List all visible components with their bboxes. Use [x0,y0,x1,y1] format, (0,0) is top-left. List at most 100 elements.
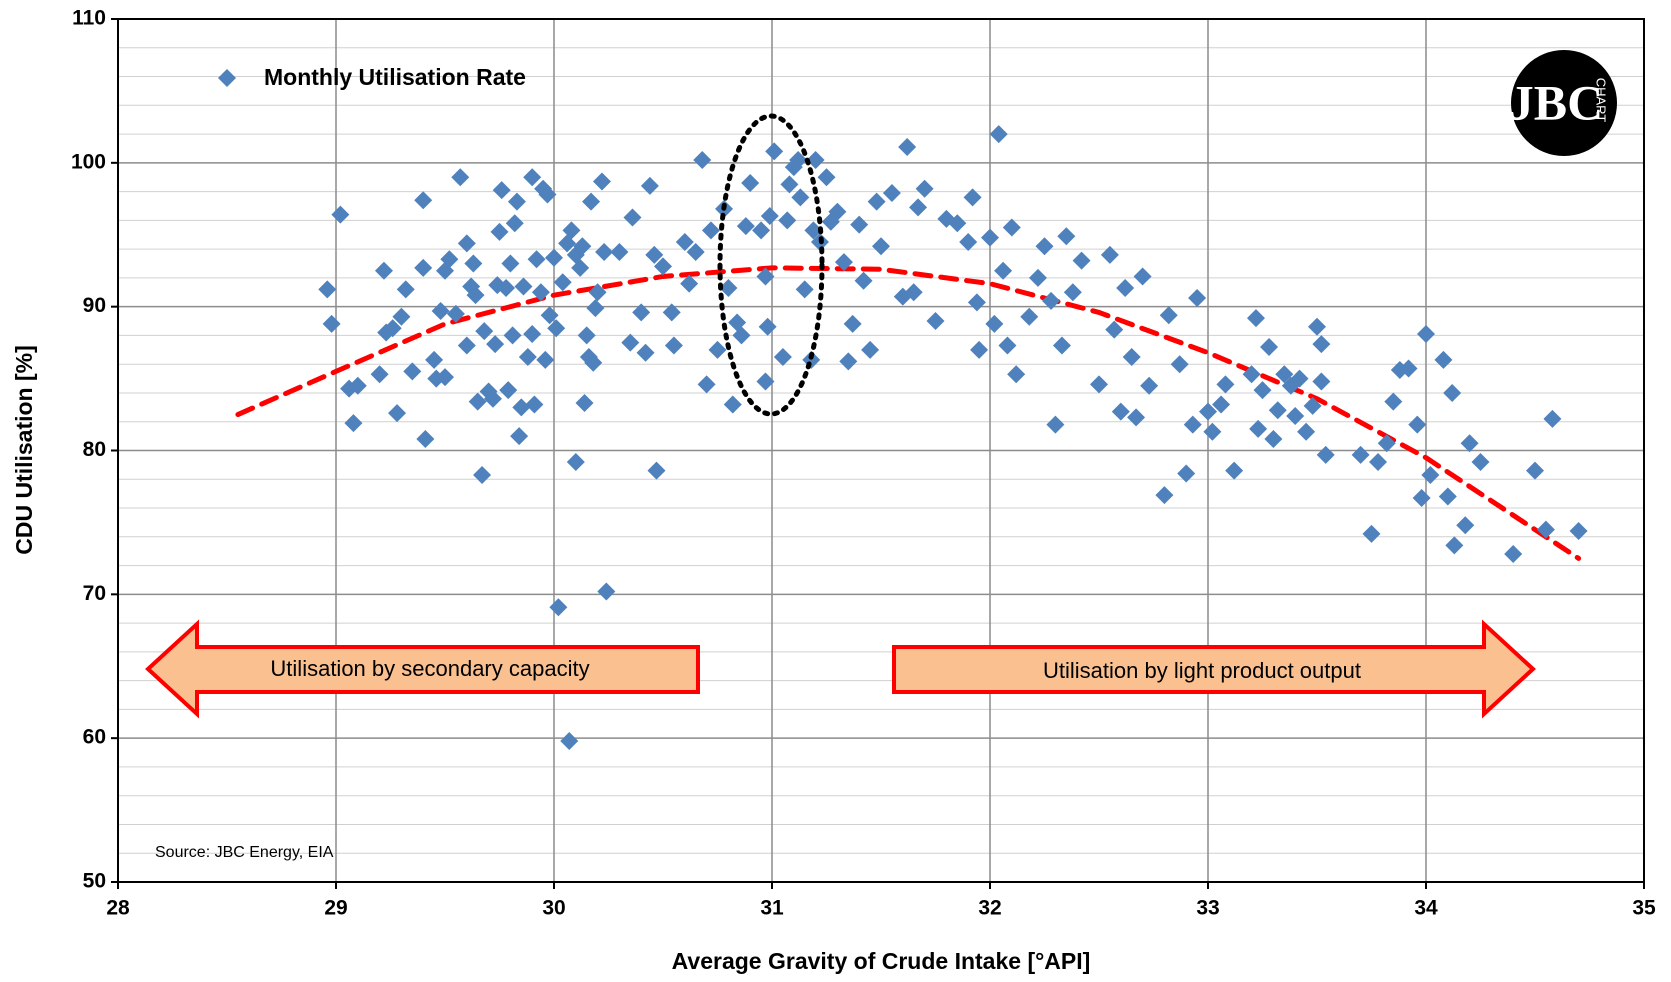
data-point [741,173,760,192]
y-tick-label: 70 [83,582,106,605]
data-point [416,429,435,448]
data-point [909,198,928,217]
data-point [586,299,605,318]
data-point [1264,429,1283,448]
data-point [514,277,533,296]
legend-marker [218,69,236,87]
data-point [789,150,808,169]
x-axis-label: Average Gravity of Crude Intake [°API] [672,948,1091,974]
data-point [636,343,655,362]
x-tick-label: 33 [1196,897,1219,920]
data-point [948,214,967,233]
data-point [403,362,422,381]
data-point [701,221,720,240]
trendline [235,265,1582,561]
data-point [843,314,862,333]
data-point [1046,415,1065,434]
data-point [592,172,611,191]
data-point [985,314,1004,333]
data-point [780,175,799,194]
data-point [1312,335,1331,354]
data-point [640,176,659,195]
data-point [490,222,509,241]
data-point [1384,392,1403,411]
data-point [1199,402,1217,421]
data-point [503,326,522,345]
data-point [765,142,784,161]
data-point [1057,227,1076,246]
data-point [1170,355,1189,374]
data-point [1111,402,1130,421]
data-point [1116,278,1135,297]
data-point [1438,487,1457,506]
right-arrow [892,619,1536,719]
data-point [383,319,402,338]
data-point [457,336,476,355]
data-point [994,261,1013,280]
data-point [1100,245,1119,264]
data-point [959,232,978,251]
data-point [736,217,755,236]
data-point [989,125,1008,144]
y-axis-label: CDU Utilisation [%] [11,345,37,555]
data-point [998,336,1017,355]
data-point [752,221,771,240]
data-point [817,168,836,187]
data-point [756,372,775,391]
data-point [588,283,607,302]
data-point [621,333,640,352]
data-point [440,250,459,269]
data-point [1316,445,1335,464]
points [318,125,1588,751]
trendline-group [235,265,1582,561]
data-point [632,303,651,322]
data-point [451,168,470,187]
data-point [1035,237,1054,256]
y-tick-label: 60 [83,726,106,749]
data-point [732,326,751,345]
data-point [562,221,581,240]
data-point [512,398,531,417]
data-point [758,317,777,336]
data-point [623,208,642,227]
y-tick-label: 100 [71,150,106,173]
data-point [1063,283,1082,302]
data-point [1260,337,1279,356]
data-point [1002,218,1021,237]
data-point [1268,401,1287,420]
data-point [523,168,542,187]
data-point [538,185,557,204]
data-point [1369,453,1388,472]
data-point [466,286,485,305]
data-point [560,732,579,751]
data-point [915,179,934,198]
data-point [1253,381,1272,400]
data-point [872,237,890,256]
data-point [464,254,483,273]
data-point [597,582,616,601]
data-point [850,215,869,234]
data-point [1417,324,1435,343]
data-point [1216,375,1235,394]
data-point [468,392,487,411]
data-point [540,306,559,325]
data-point [1443,383,1462,402]
data-point [1569,522,1588,541]
data-point [795,280,814,299]
data-point [396,280,415,299]
data-point [525,395,544,414]
data-point [486,335,505,354]
x-tick-label: 35 [1632,897,1656,920]
data-point [1286,406,1305,425]
data-point [505,214,524,233]
data-point [414,191,433,210]
data-point [1303,396,1322,415]
data-point [791,188,810,207]
data-point [1445,536,1464,555]
data-point [497,278,516,297]
data-point [675,232,694,251]
data-point [654,257,672,276]
data-point [981,228,999,247]
